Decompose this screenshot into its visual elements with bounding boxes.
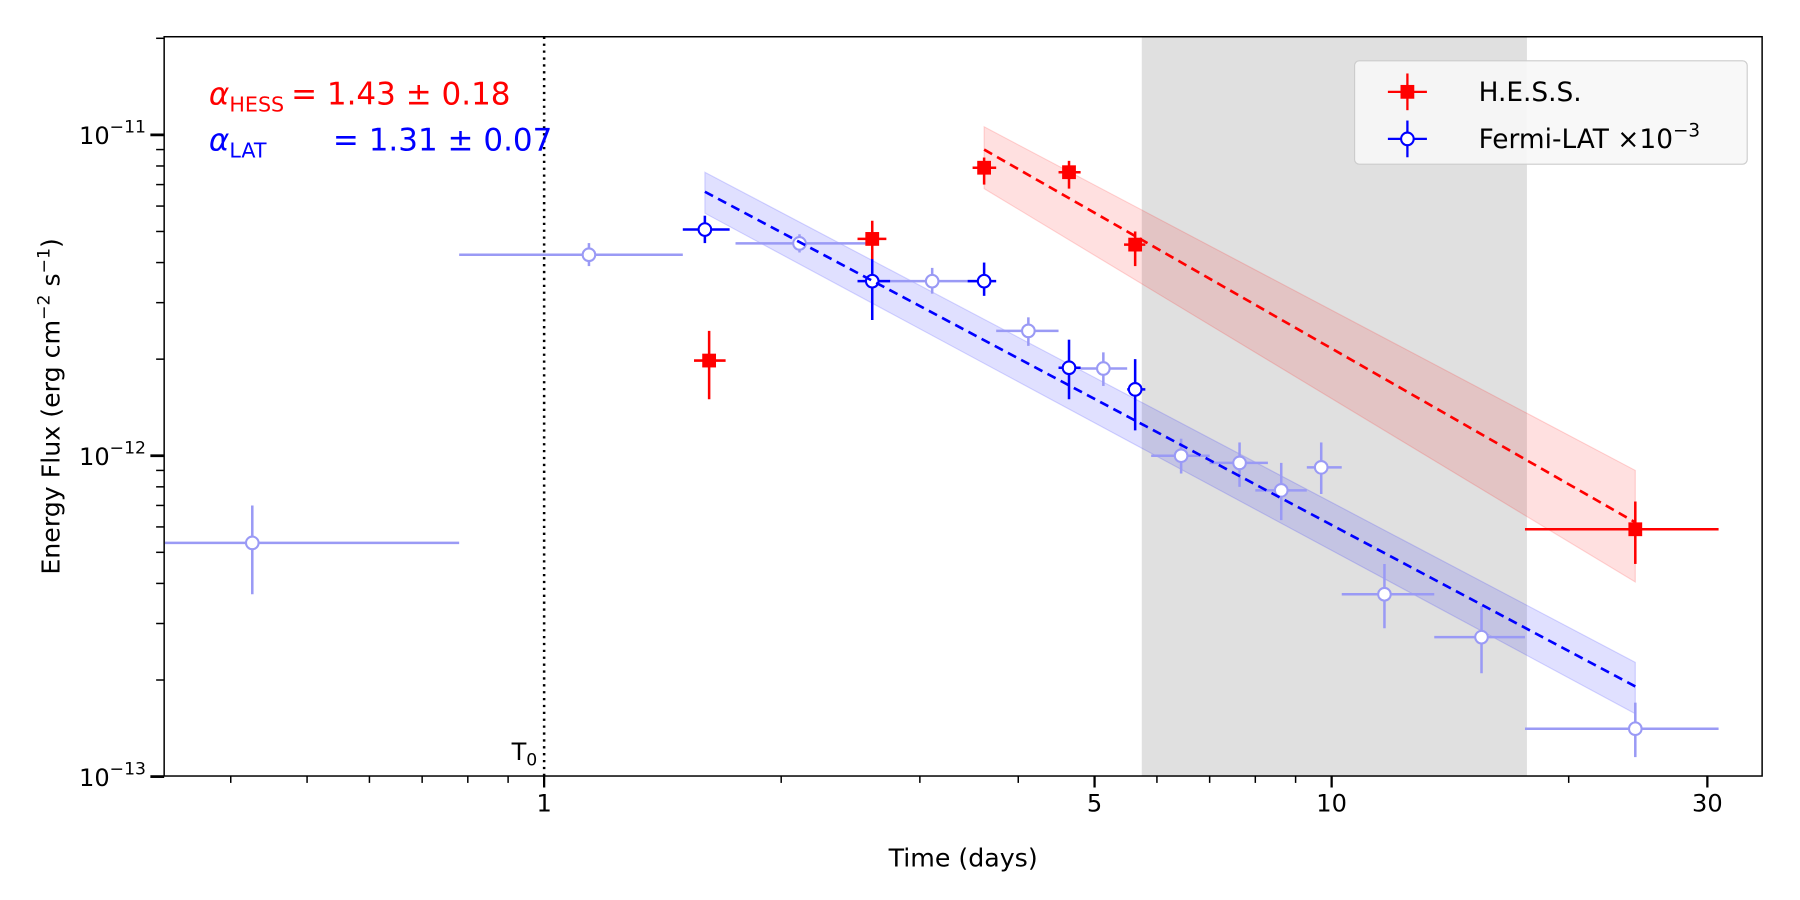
hess-point (1124, 231, 1146, 267)
legend-label-exp: −3 (1673, 121, 1700, 142)
y-label-mid: s (37, 273, 66, 294)
circle-marker (244, 535, 260, 551)
circle-marker (1377, 586, 1392, 602)
y-label-exp2: −1 (34, 248, 54, 273)
square-marker (1062, 165, 1076, 180)
alpha-hess-value: = 1.43 ± 0.18 (291, 76, 510, 112)
square-marker (702, 353, 717, 368)
x-tick-label: 30 (1692, 790, 1723, 818)
fermi-faded-point (1306, 442, 1342, 494)
y-label-text: Energy Flux (erg cm (37, 320, 66, 575)
legend-label: H.E.S.S. (1479, 77, 1582, 108)
fermi-faded-point (1524, 702, 1719, 758)
circle-marker (1021, 323, 1036, 339)
legend-box (1354, 60, 1748, 165)
alpha-hess-symbol: α (209, 76, 229, 112)
legend-entry-fermi: Fermi-LAT ×10−3 (1387, 120, 1701, 158)
circle-marker (1127, 382, 1143, 397)
fermi-faded-point (459, 243, 683, 267)
square-marker (1628, 522, 1643, 537)
fermi-faded-point (1080, 352, 1128, 386)
alpha-lat-sub: LAT (229, 138, 267, 162)
fermi-faded-point (1209, 442, 1268, 487)
legend-circle-marker (1400, 131, 1415, 147)
t0-label-sub: 0 (526, 751, 537, 771)
fermi-point (967, 262, 997, 296)
alpha-hess-annotation: αHESS = 1.43 ± 0.18 (209, 76, 511, 116)
fermi-faded-point (1341, 563, 1435, 629)
circle-marker (1232, 455, 1247, 471)
fermi-point (682, 215, 730, 244)
fermi-faded-point (164, 505, 460, 595)
lat-fit-line (704, 190, 1636, 688)
alpha-hess-sub: HESS (229, 92, 284, 116)
x-tick-label: 1 (536, 790, 551, 818)
y-tick-base: 10 (79, 764, 110, 792)
alpha-lat-value: = 1.31 ± 0.07 (333, 122, 552, 158)
fermi-faded-point (877, 267, 983, 294)
x-axis-label: Time (days) (888, 844, 1038, 873)
legend-label: Fermi-LAT ×10−3 (1479, 121, 1701, 155)
circle-marker (1627, 721, 1643, 737)
t0-label: T0 (511, 738, 538, 771)
fermi-point (857, 252, 891, 320)
y-axis-label: Energy Flux (erg cm−2 s−1) (34, 238, 65, 575)
fermi-faded-point (1434, 606, 1525, 674)
x-tick-label: 10 (1316, 790, 1347, 818)
plot-frame (163, 35, 1763, 777)
fermi-point (1127, 359, 1146, 431)
y-tick-base: 10 (79, 122, 110, 150)
legend-label-text: H.E.S.S. (1479, 77, 1582, 108)
y-label-end: ) (37, 238, 66, 248)
y-tick-exp: −11 (110, 118, 146, 138)
circle-marker (581, 247, 597, 263)
t0-label-main: T (511, 738, 527, 766)
x-tick-label: 5 (1087, 790, 1102, 818)
circle-marker (864, 273, 880, 289)
y-tick-label: 10−13 (79, 759, 146, 791)
square-marker (865, 232, 880, 246)
hess-point (972, 157, 997, 185)
y-label-exp1: −2 (34, 295, 54, 320)
hess-fit-line (983, 148, 1636, 524)
hess-point (1524, 501, 1719, 564)
fermi-point (1058, 339, 1081, 400)
alpha-lat-symbol: α (209, 122, 229, 158)
legend-square-marker (1400, 84, 1415, 99)
circle-marker (924, 273, 940, 289)
hess-point (857, 220, 887, 260)
square-marker (977, 160, 992, 175)
y-tick-base: 10 (79, 443, 110, 471)
legend-label-text: Fermi-LAT ×10 (1479, 124, 1673, 155)
y-tick-label: 10−11 (79, 118, 146, 150)
circle-marker (976, 273, 992, 289)
legend-entry-hess: H.E.S.S. (1387, 73, 1582, 111)
circle-marker (1173, 448, 1189, 464)
square-marker (1128, 237, 1143, 252)
y-tick-exp: −13 (110, 759, 146, 779)
y-tick-exp: −12 (110, 438, 146, 458)
y-tick-label: 10−12 (79, 438, 146, 470)
hess-point (694, 330, 726, 400)
circle-marker (1474, 629, 1489, 645)
fermi-faded-point (996, 317, 1059, 346)
circle-marker (1061, 360, 1077, 376)
circle-marker (1313, 460, 1329, 475)
hess-point (1058, 160, 1081, 189)
alpha-lat-annotation: αLAT = 1.31 ± 0.07 (209, 122, 552, 162)
circle-marker (1096, 361, 1111, 376)
circle-marker (697, 222, 713, 237)
circle-marker (1273, 483, 1289, 498)
legend (1354, 60, 1748, 165)
